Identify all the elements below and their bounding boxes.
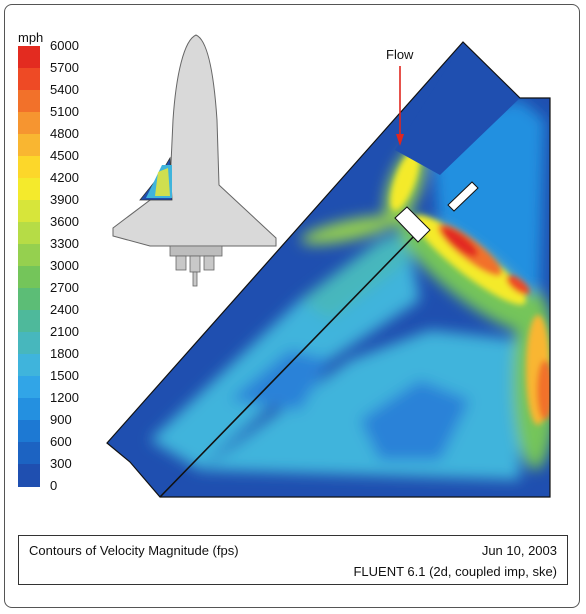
legend-swatch bbox=[18, 332, 40, 355]
solver-info: FLUENT 6.1 (2d, coupled imp, ske) bbox=[353, 564, 557, 579]
legend-swatch bbox=[18, 112, 40, 135]
legend-tick: 900 bbox=[50, 412, 72, 427]
legend-swatch bbox=[18, 90, 40, 113]
color-legend-bar bbox=[18, 46, 40, 487]
info-box: Contours of Velocity Magnitude (fps) Jun… bbox=[18, 535, 568, 585]
legend-tick: 3300 bbox=[50, 236, 79, 251]
legend-swatch bbox=[18, 200, 40, 223]
legend-swatch bbox=[18, 266, 40, 289]
legend-swatch bbox=[18, 354, 40, 377]
flow-label: Flow bbox=[386, 47, 414, 62]
legend-swatch bbox=[18, 46, 40, 69]
legend-swatch bbox=[18, 310, 40, 333]
obstacle-left bbox=[394, 206, 431, 243]
legend-tick: 5700 bbox=[50, 60, 79, 75]
legend-unit: mph bbox=[18, 30, 44, 45]
legend-swatch bbox=[18, 288, 40, 311]
legend-tick: 2100 bbox=[50, 324, 79, 339]
legend-swatch bbox=[18, 244, 40, 267]
space-shuttle-icon bbox=[112, 34, 277, 287]
legend-tick: 4500 bbox=[50, 148, 79, 163]
legend-swatch bbox=[18, 464, 40, 487]
legend-swatch bbox=[18, 178, 40, 201]
legend-swatch bbox=[18, 398, 40, 421]
legend-tick: 3000 bbox=[50, 258, 79, 273]
legend-swatch bbox=[18, 222, 40, 245]
plot-title: Contours of Velocity Magnitude (fps) bbox=[29, 543, 239, 558]
legend-tick: 4800 bbox=[50, 126, 79, 141]
legend-swatch bbox=[18, 68, 40, 91]
legend-tick: 600 bbox=[50, 434, 72, 449]
plot-date: Jun 10, 2003 bbox=[481, 543, 557, 558]
legend-tick: 5400 bbox=[50, 82, 79, 97]
legend-tick: 6000 bbox=[50, 38, 79, 53]
legend-tick: 3600 bbox=[50, 214, 79, 229]
legend-tick: 1800 bbox=[50, 346, 79, 361]
legend-swatch bbox=[18, 376, 40, 399]
legend-swatch bbox=[18, 134, 40, 157]
legend-tick: 2700 bbox=[50, 280, 79, 295]
legend-tick: 1200 bbox=[50, 390, 79, 405]
legend-tick: 300 bbox=[50, 456, 72, 471]
flow-arrowhead bbox=[396, 134, 404, 146]
legend-swatch bbox=[18, 156, 40, 179]
legend-tick-labels: 6000 5700 5400 5100 4800 4500 4200 3900 3600 3300… bbox=[50, 36, 110, 496]
legend-swatch bbox=[18, 420, 40, 443]
velocity-contours bbox=[107, 42, 550, 497]
legend-swatch bbox=[18, 442, 40, 465]
legend-tick: 4200 bbox=[50, 170, 79, 185]
legend-tick: 3900 bbox=[50, 192, 79, 207]
legend-tick: 2400 bbox=[50, 302, 79, 317]
legend-tick: 5100 bbox=[50, 104, 79, 119]
obstacle-right bbox=[447, 181, 479, 212]
legend-tick: 0 bbox=[50, 478, 58, 493]
lower-wall bbox=[159, 231, 419, 498]
legend-tick: 1500 bbox=[50, 368, 79, 383]
